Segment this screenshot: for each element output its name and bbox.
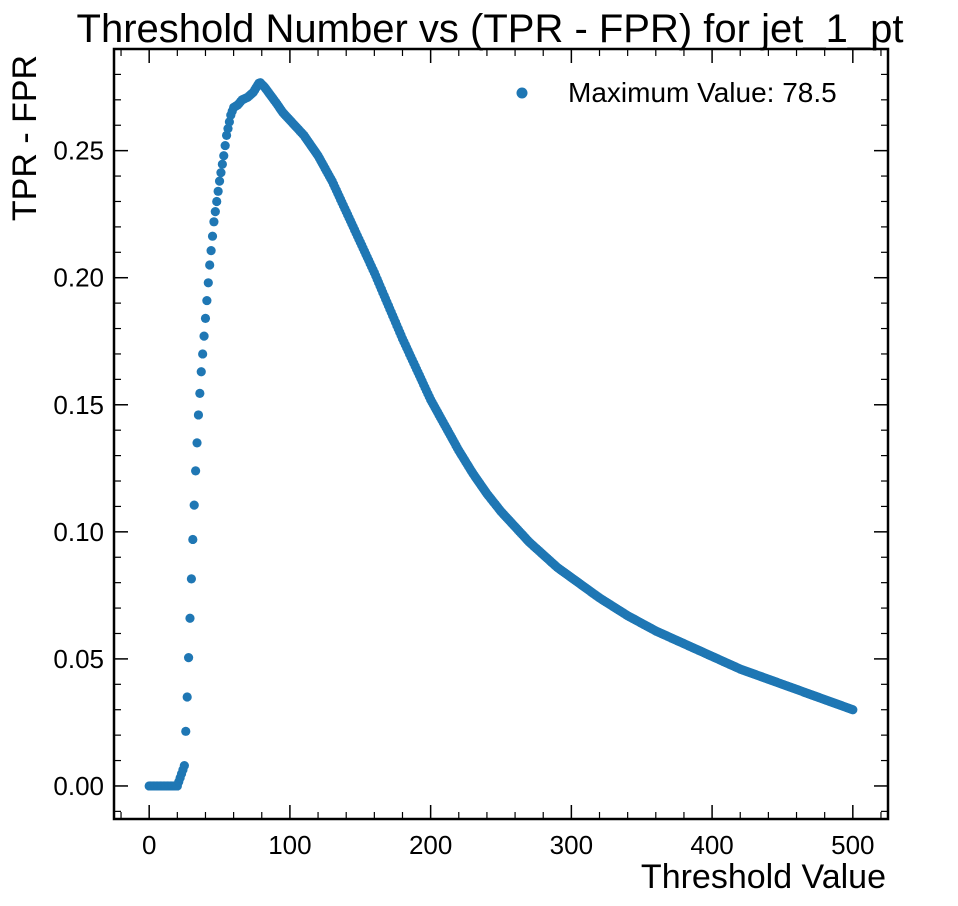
legend: Maximum Value: 78.5 [516,77,837,108]
scatter-point [181,726,191,736]
scatter-point [212,196,222,207]
scatter-point [207,231,218,241]
scatter-point [186,574,196,584]
x-tick-label: 0 [142,830,156,860]
scatter-point [205,260,215,270]
scatter-point [220,140,230,151]
axis-tick-labels: 0 100 200 300 400 500 0.00 0.05 0.10 0.15 0.20 0.25 [53,136,874,860]
scatter-point [193,410,204,420]
scatter-point [185,613,195,623]
scatter-point [213,186,223,196]
y-tick-label: 0.00 [53,771,104,801]
scatter-point [199,331,209,341]
scatter-point [209,217,219,227]
x-tick-label: 100 [268,830,311,860]
scatter-point [179,761,189,771]
x-tick-label: 500 [831,830,874,860]
scatter-point [202,295,212,306]
scatter-point [182,692,192,702]
scatter-point [191,466,201,476]
y-tick-label: 0.05 [53,644,104,674]
scatter-point [216,168,226,178]
scatter-point [200,313,211,323]
scatter-point [192,438,202,448]
scatter-point [206,246,216,256]
y-tick-label: 0.15 [53,390,104,420]
scatter-point [217,159,227,169]
scatter-point [214,176,225,186]
x-axis-label: Threshold Value [641,858,886,896]
plot-frame [112,47,890,821]
scatter-point [188,534,198,545]
scatter-point [210,207,220,217]
legend-label: Maximum Value: 78.5 [568,77,837,108]
scatter-point [183,653,194,663]
scatter-points [144,78,858,791]
scatter-point [848,705,858,715]
x-tick-label: 200 [409,830,452,860]
legend-marker [516,87,528,99]
scatter-point [196,367,206,377]
scatter-point [189,500,199,510]
axis-ticks [114,48,888,819]
y-tick-label: 0.20 [53,263,104,293]
y-tick-label: 0.10 [53,517,104,547]
scatter-point [203,278,213,288]
scatter-point [219,151,229,161]
scatter-point [198,349,208,359]
x-tick-label: 400 [690,830,733,860]
scatter-point [195,388,205,398]
chart-title: Threshold Number vs (TPR - FPR) for jet_… [77,7,904,51]
x-tick-label: 300 [550,830,593,860]
y-tick-label: 0.25 [53,136,104,166]
y-axis-label: TPR - FPR [6,55,44,221]
